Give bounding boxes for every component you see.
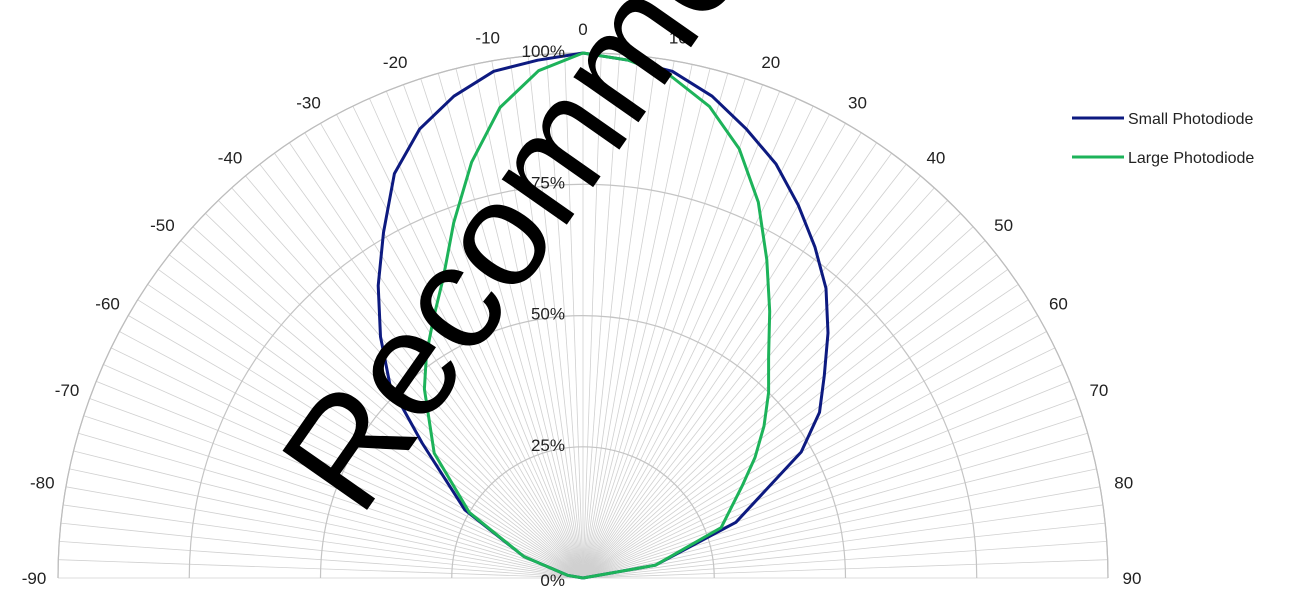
angle-tick-label: 30: [848, 94, 867, 113]
series-layer: [376, 51, 830, 580]
angle-tick-label: 60: [1049, 295, 1068, 314]
angle-tick-label: -10: [475, 28, 500, 47]
legend-label-small-photodiode: Small Photodiode: [1128, 111, 1254, 128]
angle-tick-label: -70: [55, 381, 80, 400]
legend: Small Photodiode Large Photodiode: [1072, 111, 1254, 167]
angle-tick-label: -40: [218, 148, 243, 167]
angle-tick-label: 80: [1114, 474, 1133, 493]
radial-tick-label: 25%: [531, 436, 565, 455]
grid-arc: [451, 446, 715, 579]
angle-tick-label: -20: [383, 53, 408, 72]
angle-tick-label: 90: [1123, 569, 1142, 588]
radial-tick-label: 75%: [531, 173, 565, 192]
radial-tick-label: 0%: [540, 571, 565, 590]
angle-tick-label: -90: [22, 569, 47, 588]
radial-tick-labels: 0% 25% 50% 75% 100%: [522, 42, 565, 590]
angle-tick-label: 50: [994, 216, 1013, 235]
angle-tick-label: 10: [669, 28, 688, 47]
angle-tick-label: -30: [296, 94, 321, 113]
radial-tick-label: 50%: [531, 305, 565, 324]
angle-tick-label: -80: [30, 474, 55, 493]
series-line-large-photodiode: [422, 51, 772, 580]
angle-tick-label: -50: [150, 216, 175, 235]
angle-tick-label: 0: [578, 20, 587, 39]
angle-tick-label: 20: [761, 53, 780, 72]
grid-arc: [319, 314, 847, 579]
angle-tick-labels: -90 -80 -70 -60 -50 -40 -30 -20 -10 0 10 20 30 40 50 60…: [22, 20, 1142, 588]
grid-arc: [188, 183, 978, 579]
angle-tick-label: 70: [1089, 381, 1108, 400]
angle-tick-label: 40: [926, 148, 945, 167]
legend-label-large-photodiode: Large Photodiode: [1128, 150, 1254, 167]
radial-tick-label: 100%: [522, 42, 565, 61]
angle-tick-label: -60: [95, 295, 120, 314]
